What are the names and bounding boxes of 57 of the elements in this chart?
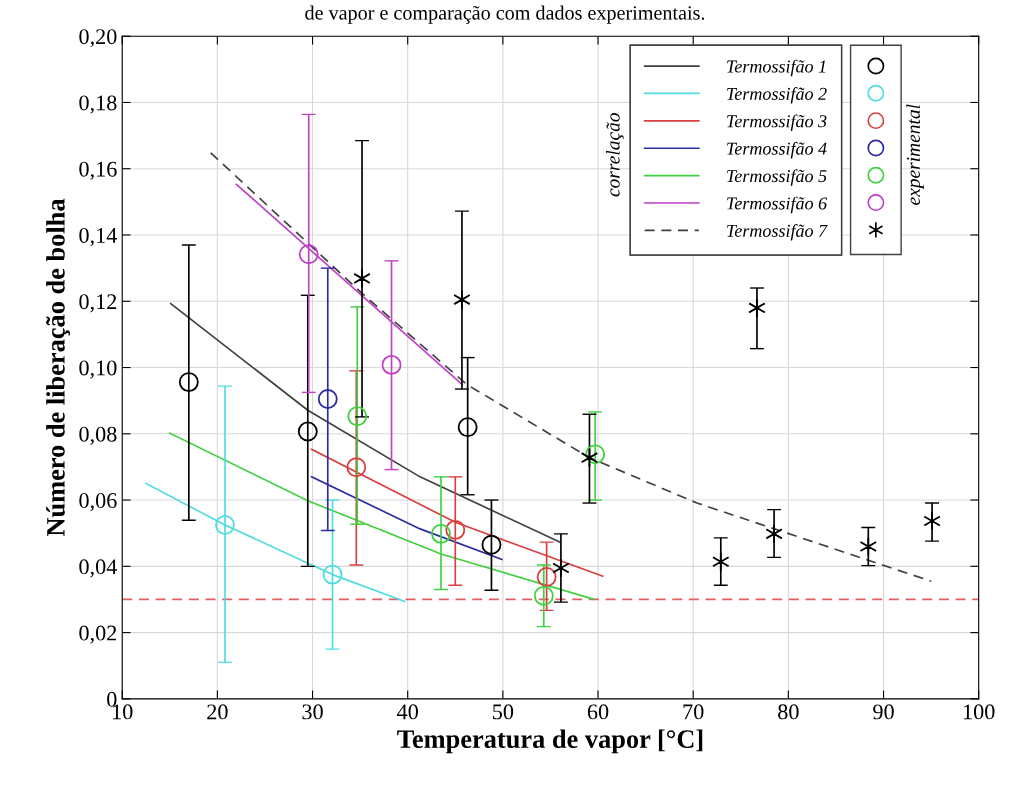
point bbox=[317, 389, 338, 409]
point bbox=[353, 268, 371, 289]
x-axis-title: Temperatura de vapor [°C] bbox=[397, 729, 703, 754]
x-tick-label: 20 bbox=[207, 704, 228, 720]
annotation: correlação bbox=[606, 113, 624, 197]
y-tick-label: 0,16 bbox=[79, 161, 117, 180]
point bbox=[748, 297, 766, 318]
point bbox=[215, 514, 235, 535]
legend-label: Termossifão 2 bbox=[727, 87, 827, 104]
point bbox=[445, 519, 466, 540]
y-tick-label: 0,04 bbox=[79, 559, 117, 578]
point bbox=[533, 585, 554, 606]
x-tick-label: 90 bbox=[873, 704, 894, 720]
point bbox=[580, 447, 599, 468]
point bbox=[457, 417, 478, 438]
point bbox=[431, 523, 451, 544]
point bbox=[536, 566, 557, 587]
point bbox=[712, 551, 730, 572]
point bbox=[347, 406, 368, 427]
line-series bbox=[169, 302, 561, 543]
point bbox=[178, 372, 199, 393]
y-tick-label: 0,18 bbox=[79, 95, 117, 114]
point bbox=[453, 289, 471, 310]
y-tick-label: 0,10 bbox=[79, 360, 117, 379]
annotation: experimental bbox=[906, 104, 924, 205]
point bbox=[765, 523, 783, 544]
legend-label: Termossifão 1 bbox=[727, 59, 826, 77]
point bbox=[923, 511, 941, 531]
x-tick-label: 40 bbox=[397, 704, 418, 720]
point bbox=[346, 457, 367, 478]
x-tick-label: 100 bbox=[963, 704, 995, 720]
x-tick-label: 30 bbox=[302, 704, 323, 720]
y-tick-label: 0,20 bbox=[79, 29, 117, 48]
legend-label: Termossifão 6 bbox=[727, 196, 828, 214]
point bbox=[859, 536, 878, 557]
y-tick-label: 0,08 bbox=[79, 426, 117, 445]
y-tick-label: 0,06 bbox=[79, 492, 117, 512]
point bbox=[585, 444, 606, 465]
y-tick-label: 0,14 bbox=[79, 227, 117, 247]
y-tick-label: 0,12 bbox=[79, 294, 117, 313]
legend-label: Termossifão 7 bbox=[727, 224, 828, 241]
point bbox=[552, 558, 570, 578]
x-tick-label: 80 bbox=[778, 704, 799, 720]
legend-label: Termossifão 3 bbox=[727, 114, 827, 132]
point bbox=[381, 354, 402, 375]
point bbox=[322, 564, 343, 585]
x-tick-label: 50 bbox=[493, 704, 514, 720]
y-axis-title: Número de liberação de bolha bbox=[46, 198, 70, 537]
x-tick-label: 70 bbox=[683, 704, 704, 720]
x-tick-label: 60 bbox=[587, 704, 609, 720]
y-tick-label: 0,02 bbox=[79, 625, 117, 644]
point bbox=[297, 421, 318, 442]
chart-title: de vapor e comparação com dados experimentais. bbox=[305, 5, 705, 24]
legend-label: Termossifão 4 bbox=[727, 141, 827, 159]
legend-label: Termossifão 5 bbox=[727, 169, 827, 186]
point bbox=[481, 534, 502, 555]
point bbox=[298, 244, 319, 265]
